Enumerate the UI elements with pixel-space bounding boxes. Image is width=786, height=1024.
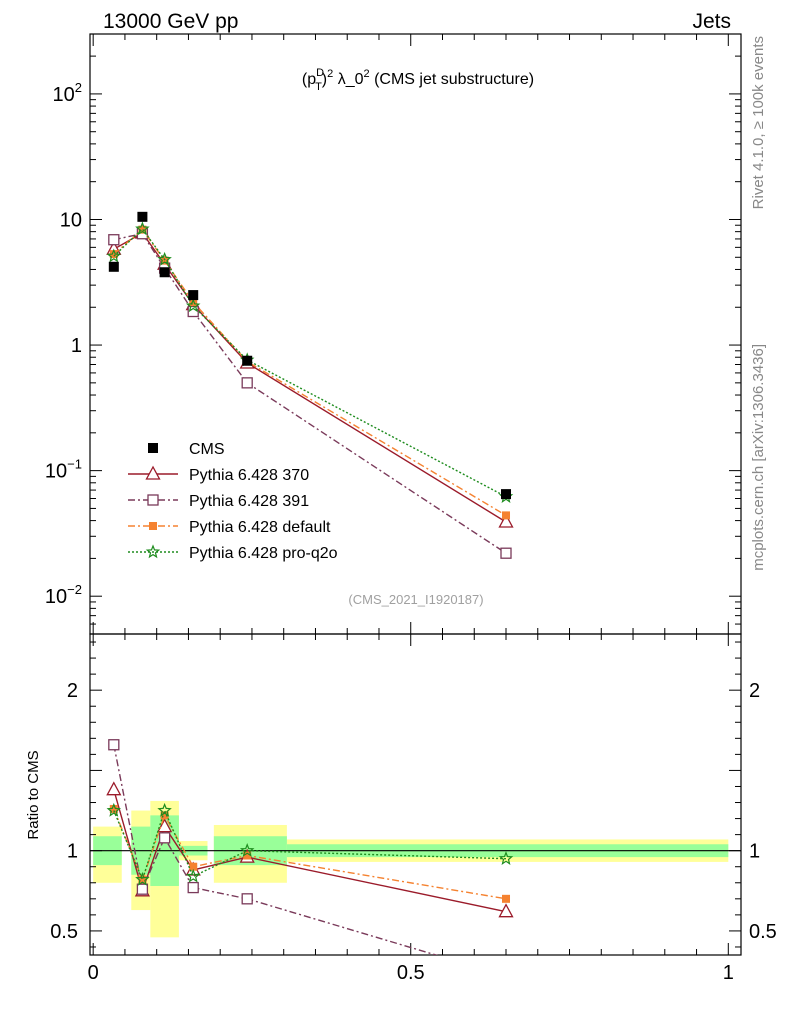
ratio-series-0-point-0 — [106, 781, 122, 796]
series-line-3 — [113, 227, 507, 498]
y-tick-base: 10 — [45, 461, 67, 483]
y-tick-exp: −2 — [67, 582, 82, 597]
title-sub: T — [315, 81, 322, 93]
title-sq2: 2 — [364, 68, 370, 80]
y-tick-label-2: 1 — [71, 335, 82, 357]
y-tick-exp: −1 — [67, 457, 82, 472]
legend-marker-4 — [145, 544, 161, 559]
series-1-point-4 — [241, 377, 253, 389]
legend-label-1: Pythia 6.428 370 — [189, 467, 309, 484]
y-tick-base: 10 — [45, 586, 67, 608]
ratio-line-1 — [113, 744, 439, 955]
title-sq: 2 — [327, 68, 333, 80]
series-1-point-0 — [108, 234, 120, 246]
ratio-y-tick-label-2: 2 — [67, 680, 78, 702]
ratio-series-3-point-0 — [106, 802, 122, 817]
series-3-point-3 — [185, 298, 201, 313]
ratio-line-0 — [113, 789, 507, 913]
ratio-y-tick-label-right-0: 0.5 — [749, 921, 777, 943]
legend-marker-1 — [145, 465, 161, 480]
ratio-line-2 — [113, 808, 507, 900]
series-2-point-2 — [160, 256, 169, 265]
chart-title: (pD T)2 λ_02 (CMS jet substructure) — [302, 67, 534, 93]
y-tick-base: 10 — [53, 84, 75, 106]
y-tick-base: 10 — [60, 209, 82, 231]
legend-label-2: Pythia 6.428 391 — [189, 493, 309, 510]
series-2-point-3 — [189, 298, 198, 307]
series-0-point-5 — [498, 513, 514, 528]
series-line-1 — [113, 232, 507, 554]
header-right: Jets — [692, 10, 731, 33]
ratio-y-tick-label-0: 0.5 — [50, 921, 78, 943]
ratio-series-1-point-1 — [136, 883, 149, 895]
y-tick-exp: 2 — [75, 80, 82, 95]
ratio-y-tick-label-right-1: 1 — [749, 841, 760, 863]
main-frame — [89, 33, 742, 635]
data-point-0 — [108, 261, 119, 272]
ratio-series-0-point-2 — [157, 818, 173, 833]
ratio-series-group — [106, 739, 514, 955]
legend-label-0: CMS — [189, 441, 225, 458]
series-2-point-1 — [138, 225, 147, 234]
data-point-5 — [501, 489, 512, 500]
ratio-series-2-point-2 — [160, 811, 169, 820]
ratio-ylabel: Ratio to CMS — [25, 750, 42, 839]
series-2-point-5 — [502, 511, 511, 520]
title-suffix: (CMS jet substructure) — [370, 71, 534, 88]
data-point-2 — [159, 267, 170, 278]
header-left: 13000 GeV pp — [103, 10, 238, 33]
legend-label-4: Pythia 6.428 pro-q2o — [189, 545, 338, 562]
title-prefix: (p — [302, 71, 316, 88]
ratio-frame — [89, 633, 742, 956]
y-tick-label-4: 10−2 — [45, 582, 82, 608]
series-3-point-2 — [157, 251, 172, 266]
title-sup: D — [316, 67, 324, 79]
ratio-series-3-point-4 — [239, 843, 255, 857]
ratio-series-2-point-4 — [243, 851, 252, 860]
ratio-series-1-point-3 — [187, 881, 199, 894]
data-point-4 — [242, 355, 253, 366]
ratio-series-3-point-1 — [135, 871, 150, 886]
ratio-y-tick-label-right-2: 2 — [749, 680, 760, 702]
legend: CMS Pythia 6.428 370 Pythia 6.428 391 Pythi… — [128, 441, 338, 562]
ratio-series-2-point-0 — [109, 804, 118, 813]
legend-label-3: Pythia 6.428 default — [189, 519, 331, 536]
title-close: ) — [322, 71, 327, 88]
title-middle: λ_0 — [333, 71, 363, 88]
ratio-y-tick-label-1: 1 — [67, 841, 78, 863]
ratio-panel: 0.5 0.5 1 1 2 2 0 0.5 1 — [50, 633, 777, 984]
legend-marker-2 — [147, 494, 159, 506]
ratio-series-1-point-0 — [108, 739, 120, 751]
side-label-bottom: mcplots.cern.ch [arXiv:1306.3436] — [750, 344, 767, 571]
ratio-series-3-point-5 — [498, 851, 514, 865]
legend-marker-0 — [148, 443, 158, 453]
x-tick-label-0: 0 — [88, 962, 99, 984]
series-1-point-5 — [500, 547, 512, 559]
ratio-series-2-point-3 — [189, 862, 198, 871]
watermark: (CMS_2021_I1920187) — [348, 592, 483, 607]
data-point-1 — [137, 211, 148, 222]
side-label-top: Rivet 4.1.0, ≥ 100k events — [750, 36, 767, 209]
ratio-series-3-point-3 — [185, 868, 201, 883]
data-point-3 — [188, 290, 199, 301]
series-3-point-1 — [135, 221, 150, 236]
series-2-point-0 — [109, 250, 118, 259]
ratio-series-2-point-5 — [502, 894, 511, 903]
ratio-series-3-point-2 — [157, 802, 172, 817]
ratio-series-1-point-2 — [158, 832, 171, 844]
ratio-series-0-point-5 — [498, 903, 514, 918]
series-line-0 — [113, 232, 507, 523]
x-tick-label-1: 0.5 — [397, 962, 425, 984]
legend-marker-3 — [149, 522, 157, 530]
x-tick-label-2: 1 — [723, 962, 734, 984]
y-tick-label-3: 10−1 — [45, 457, 82, 483]
series-3-point-0 — [106, 248, 122, 263]
y-tick-label-1: 10 — [60, 209, 82, 231]
y-tick-base: 1 — [71, 335, 82, 357]
ratio-series-1-point-4 — [241, 893, 253, 905]
y-tick-label-0: 102 — [53, 80, 82, 106]
ratio-series-2-point-1 — [138, 875, 147, 884]
